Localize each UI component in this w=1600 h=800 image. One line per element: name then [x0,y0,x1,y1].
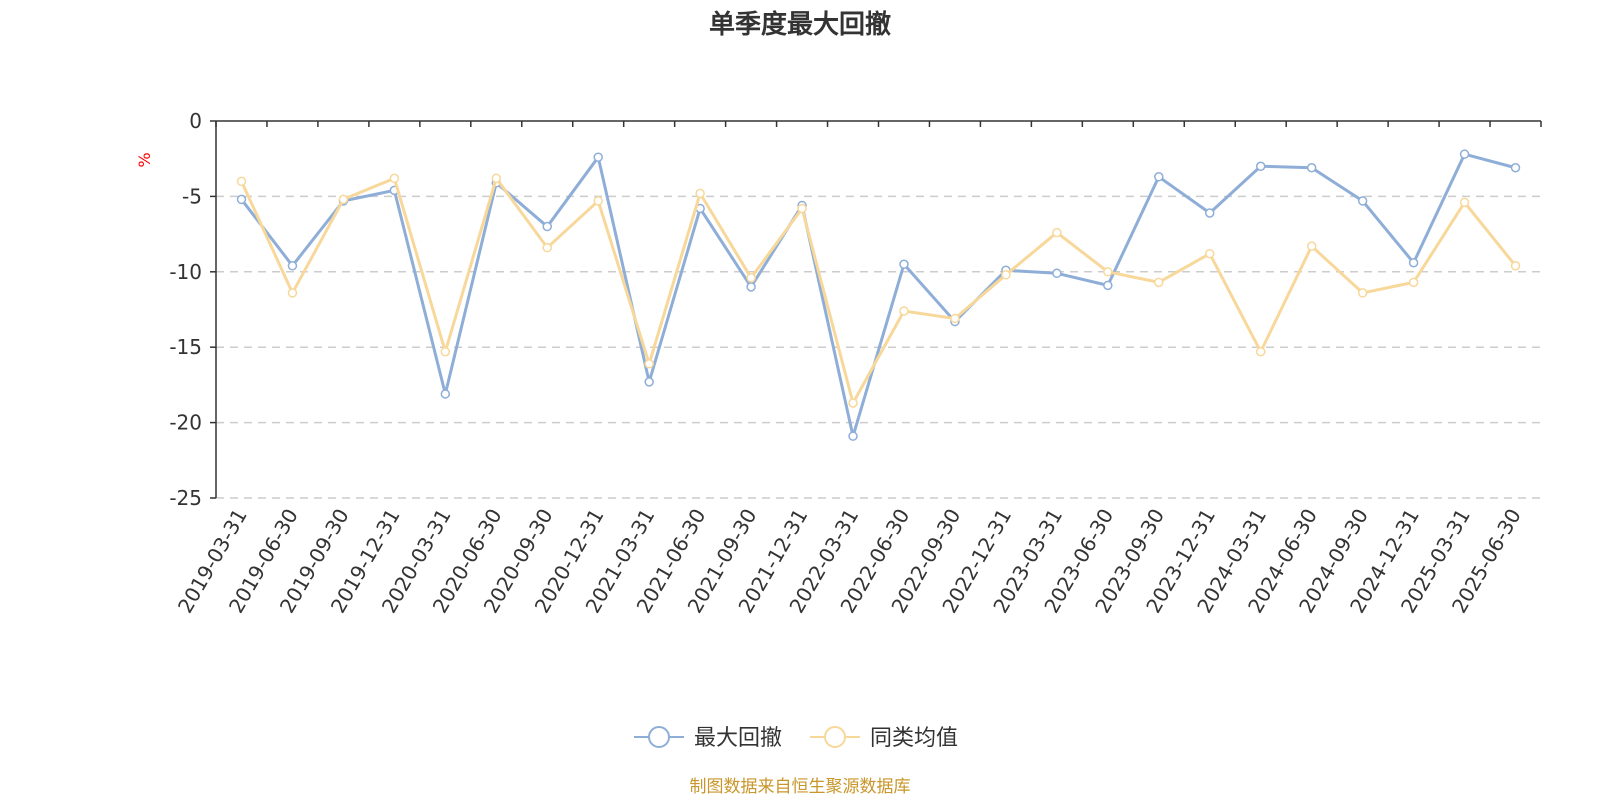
legend-item-series-0[interactable]: 最大回撤 [634,726,782,751]
data-point[interactable] [950,313,960,324]
y-unit-label: % [135,152,154,167]
data-point[interactable] [797,203,807,214]
source-note: 制图数据来自恒生聚源数据库 [690,777,911,797]
chart-title: 单季度最大回撤 [709,9,891,40]
data-point[interactable] [542,242,552,253]
data-point[interactable] [746,282,756,292]
data-point[interactable] [1510,162,1521,173]
data-point[interactable] [1306,162,1317,173]
data-point[interactable] [1154,277,1164,288]
y-tick-label: 0 [189,109,202,133]
data-point[interactable] [593,152,603,162]
y-tick-label: -25 [169,486,202,510]
y-tick-label: -5 [182,184,202,208]
data-point[interactable] [1255,346,1266,357]
data-point[interactable] [1255,161,1266,171]
data-point[interactable] [1510,261,1521,271]
data-point[interactable] [593,196,603,206]
series-lines [236,149,1521,441]
data-point[interactable] [1408,277,1419,288]
y-tick-label: -10 [169,260,202,284]
series-1 [236,173,1521,408]
data-point[interactable] [236,194,247,205]
y-tick-label: -20 [169,411,202,435]
data-point[interactable] [1052,268,1062,279]
data-point[interactable] [338,194,349,205]
legend-marker-series-1 [824,726,846,748]
data-point[interactable] [1357,288,1368,298]
data-point[interactable] [695,188,705,199]
data-point[interactable] [1154,172,1164,182]
data-point[interactable] [1205,208,1215,218]
data-point[interactable] [1357,196,1368,206]
y-tick-label: -15 [169,335,202,359]
data-point[interactable] [746,273,756,283]
data-point[interactable] [389,173,400,184]
data-point[interactable] [287,288,298,298]
data-point[interactable] [644,359,654,369]
data-point[interactable] [1408,258,1419,268]
data-point[interactable] [542,221,552,232]
data-point[interactable] [1459,149,1470,159]
data-point[interactable] [848,398,858,408]
data-point[interactable] [1459,197,1470,208]
data-point[interactable] [440,389,451,399]
data-point[interactable] [1052,227,1062,238]
legend-label-series-1: 同类均值 [870,726,958,751]
data-point[interactable] [848,431,858,441]
data-point[interactable] [899,306,909,316]
data-point[interactable] [644,377,654,387]
data-point[interactable] [1306,241,1317,251]
data-point[interactable] [1103,280,1113,291]
data-point[interactable] [491,173,502,184]
series-line-1 [240,176,1517,405]
legend-label-series-0: 最大回撤 [694,726,782,751]
data-point[interactable] [1001,270,1011,280]
legend-marker-series-0 [648,726,670,748]
data-point[interactable] [1205,248,1215,259]
data-point[interactable] [899,259,909,270]
legend[interactable]: 最大回撤 同类均值 [634,726,958,751]
data-point[interactable] [440,346,451,357]
series-line-0 [240,152,1516,438]
data-point[interactable] [287,261,298,271]
legend-item-series-1[interactable]: 同类均值 [810,726,958,751]
data-point[interactable] [236,176,247,187]
data-point[interactable] [1103,267,1113,277]
